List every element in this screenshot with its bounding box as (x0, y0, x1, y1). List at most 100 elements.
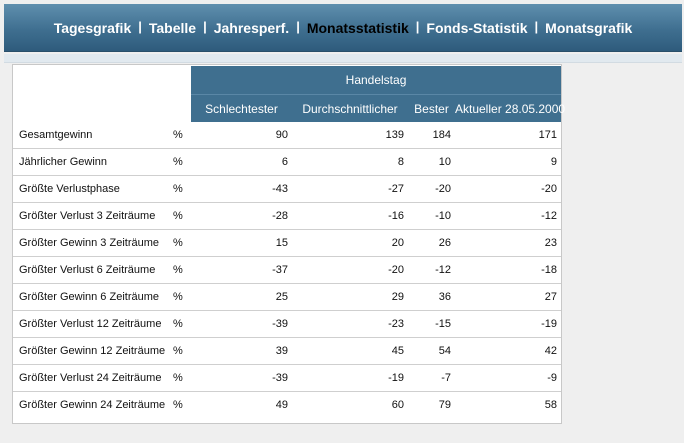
value-cell: -20 (292, 256, 408, 284)
nav-separator: | (296, 19, 300, 34)
column-header-average: Durchschnittlicher (292, 94, 408, 122)
nav-separator: | (415, 19, 420, 34)
row-unit: % (173, 283, 191, 311)
value-cell: -12 (455, 202, 562, 230)
value-cell: -20 (408, 175, 455, 203)
value-cell: 29 (292, 283, 408, 311)
nav-item-monatsgrafik[interactable]: Monatsgrafik (545, 19, 633, 36)
value-cell: -19 (292, 364, 408, 392)
nav-item-tagesgrafik[interactable]: Tagesgrafik (53, 19, 132, 36)
value-cell: 184 (432, 129, 451, 141)
table-row: Größter Gewinn 24 Zeiträume% 49 60 79 58 (13, 391, 562, 418)
value-cell: -12 (408, 256, 455, 284)
value-cell: -19 (455, 310, 562, 338)
statistics-panel: Handelstag Schlechtester Durchschnittlic… (12, 64, 565, 424)
value-cell: -37 (191, 256, 292, 284)
value-cell: -39 (191, 310, 292, 338)
value-cell: 25 (191, 283, 292, 311)
value-cell: 171 (538, 129, 558, 141)
table-row: Größter Verlust 12 Zeiträume% -39 -23 -15 -1… (13, 310, 562, 338)
table-row: Größter Verlust 3 Zeiträume% -28 -16 -10 -12 (13, 202, 562, 230)
nav-separator: | (534, 19, 539, 34)
value-cell: 6 (191, 148, 292, 176)
row-label: Gesamtgewinn (19, 129, 93, 141)
row-unit: % (173, 202, 191, 230)
nav-item-monatsstatistik[interactable]: Monatsstatistik (306, 19, 409, 36)
row-label: Jährlicher Gewinn (13, 148, 173, 176)
column-header-row: Schlechtester Durchschnittlicher Bester … (13, 94, 565, 122)
value-cell: 39 (191, 337, 292, 365)
value-cell: 49 (191, 391, 292, 418)
row-unit: % (173, 364, 191, 392)
table-row: Gesamtgewinn% 90 139 184 171 (13, 122, 561, 149)
header-divider (4, 54, 682, 63)
row-unit: % (173, 148, 191, 176)
row-label: Größter Verlust 6 Zeiträume (13, 256, 173, 284)
value-cell: -18 (455, 256, 562, 284)
header-blank-cell (13, 66, 191, 95)
table-row: Größter Gewinn 12 Zeiträume% 39 45 54 42 (13, 337, 562, 365)
header-blank-cell (13, 94, 191, 122)
table-row: Größter Gewinn 6 Zeiträume% 25 29 36 27 (13, 283, 562, 311)
column-header-worst: Schlechtester (191, 94, 292, 122)
value-cell: -15 (408, 310, 455, 338)
value-cell: 10 (408, 148, 455, 176)
nav-menu: Tagesgrafik | Tabelle | Jahresperf. | Monatsst… (53, 19, 633, 36)
column-header-best: Bester (408, 94, 455, 122)
row-unit: % (173, 129, 183, 141)
value-cell: 60 (292, 391, 408, 418)
row-unit: % (173, 256, 191, 284)
value-cell: -28 (191, 202, 292, 230)
value-cell: 79 (408, 391, 455, 418)
value-cell: -9 (455, 364, 562, 392)
group-header-handelstag: Handelstag (191, 66, 562, 95)
monthly-statistics-table: Handelstag Schlechtester Durchschnittlic… (13, 66, 565, 418)
column-header-current: Aktueller 28.05.2000 (455, 94, 565, 122)
table-row: Jährlicher Gewinn% 6 8 10 9 (13, 148, 562, 176)
nav-separator: | (138, 19, 142, 34)
value-cell: 15 (191, 229, 292, 257)
row-label: Größter Gewinn 24 Zeiträume (13, 391, 173, 418)
row-label: Größter Verlust 24 Zeiträume (13, 364, 173, 392)
value-cell: -20 (455, 175, 562, 203)
table-row: Größter Verlust 24 Zeiträume% -39 -19 -7 -9 (13, 364, 562, 392)
value-cell: 54 (408, 337, 455, 365)
value-cell: 27 (455, 283, 562, 311)
top-navigation-bar: Tagesgrafik | Tabelle | Jahresperf. | Monatsst… (4, 4, 682, 52)
value-cell: -10 (408, 202, 455, 230)
nav-item-fonds-statistik[interactable]: Fonds-Statistik (426, 19, 528, 36)
row-label: Größte Verlustphase (13, 175, 173, 203)
table-row: Größte Verlustphase% -43 -27 -20 -20 (13, 175, 562, 203)
row-unit: % (173, 310, 191, 338)
row-label: Größter Verlust 12 Zeiträume (13, 310, 173, 338)
value-cell: -27 (292, 175, 408, 203)
nav-item-tabelle[interactable]: Tabelle (148, 19, 197, 36)
row-label: Größter Gewinn 12 Zeiträume (13, 337, 173, 365)
row-unit: % (173, 337, 191, 365)
value-cell: 36 (408, 283, 455, 311)
value-cell: 45 (292, 337, 408, 365)
value-cell: 90 (275, 129, 288, 141)
value-cell: 8 (292, 148, 408, 176)
row-label: Größter Verlust 3 Zeiträume (13, 202, 173, 230)
nav-item-jahresperf[interactable]: Jahresperf. (213, 19, 290, 36)
row-unit: % (173, 391, 191, 418)
row-unit: % (173, 175, 191, 203)
value-cell: 9 (455, 148, 562, 176)
value-cell: -39 (191, 364, 292, 392)
row-label: Größter Gewinn 6 Zeiträume (13, 283, 173, 311)
row-unit: % (173, 229, 191, 257)
value-cell: -16 (292, 202, 408, 230)
value-cell: -7 (408, 364, 455, 392)
value-cell: 42 (455, 337, 562, 365)
table-row: Größter Verlust 6 Zeiträume% -37 -20 -12 -18 (13, 256, 562, 284)
value-cell: 26 (408, 229, 455, 257)
table-body: Gesamtgewinn% 90 139 184 171 Jährlicher Gewin… (13, 122, 562, 418)
value-cell: 58 (455, 391, 562, 418)
value-cell: 23 (455, 229, 562, 257)
value-cell: -23 (292, 310, 408, 338)
nav-separator: | (203, 19, 207, 34)
value-cell: 20 (292, 229, 408, 257)
row-label: Größter Gewinn 3 Zeiträume (13, 229, 173, 257)
group-header-row: Handelstag (13, 66, 562, 95)
